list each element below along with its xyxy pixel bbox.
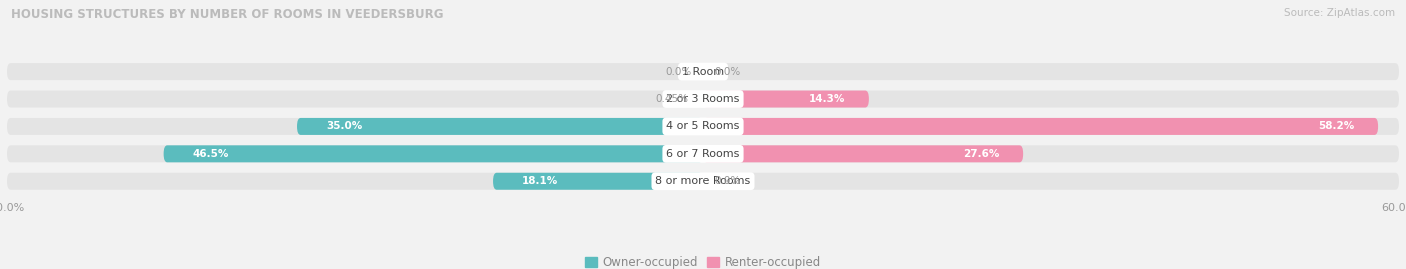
FancyBboxPatch shape xyxy=(7,91,1399,108)
Text: 18.1%: 18.1% xyxy=(522,176,558,186)
FancyBboxPatch shape xyxy=(7,118,1399,135)
FancyBboxPatch shape xyxy=(703,91,869,108)
Legend: Owner-occupied, Renter-occupied: Owner-occupied, Renter-occupied xyxy=(585,256,821,269)
Text: 0.0%: 0.0% xyxy=(714,67,741,77)
Text: 27.6%: 27.6% xyxy=(963,149,1000,159)
Text: 6 or 7 Rooms: 6 or 7 Rooms xyxy=(666,149,740,159)
Text: HOUSING STRUCTURES BY NUMBER OF ROOMS IN VEEDERSBURG: HOUSING STRUCTURES BY NUMBER OF ROOMS IN… xyxy=(11,8,444,21)
Text: 0.0%: 0.0% xyxy=(665,67,692,77)
FancyBboxPatch shape xyxy=(494,173,703,190)
FancyBboxPatch shape xyxy=(7,63,1399,80)
FancyBboxPatch shape xyxy=(703,118,1378,135)
Text: 35.0%: 35.0% xyxy=(326,121,363,132)
Text: 46.5%: 46.5% xyxy=(193,149,229,159)
FancyBboxPatch shape xyxy=(697,91,703,108)
FancyBboxPatch shape xyxy=(297,118,703,135)
Text: 4 or 5 Rooms: 4 or 5 Rooms xyxy=(666,121,740,132)
Text: Source: ZipAtlas.com: Source: ZipAtlas.com xyxy=(1284,8,1395,18)
Text: 0.45%: 0.45% xyxy=(655,94,689,104)
FancyBboxPatch shape xyxy=(703,145,1024,162)
Text: 8 or more Rooms: 8 or more Rooms xyxy=(655,176,751,186)
FancyBboxPatch shape xyxy=(7,145,1399,162)
Text: 58.2%: 58.2% xyxy=(1319,121,1355,132)
Text: 1 Room: 1 Room xyxy=(682,67,724,77)
FancyBboxPatch shape xyxy=(163,145,703,162)
Text: 2 or 3 Rooms: 2 or 3 Rooms xyxy=(666,94,740,104)
FancyBboxPatch shape xyxy=(7,173,1399,190)
Text: 14.3%: 14.3% xyxy=(810,94,845,104)
Text: 0.0%: 0.0% xyxy=(714,176,741,186)
